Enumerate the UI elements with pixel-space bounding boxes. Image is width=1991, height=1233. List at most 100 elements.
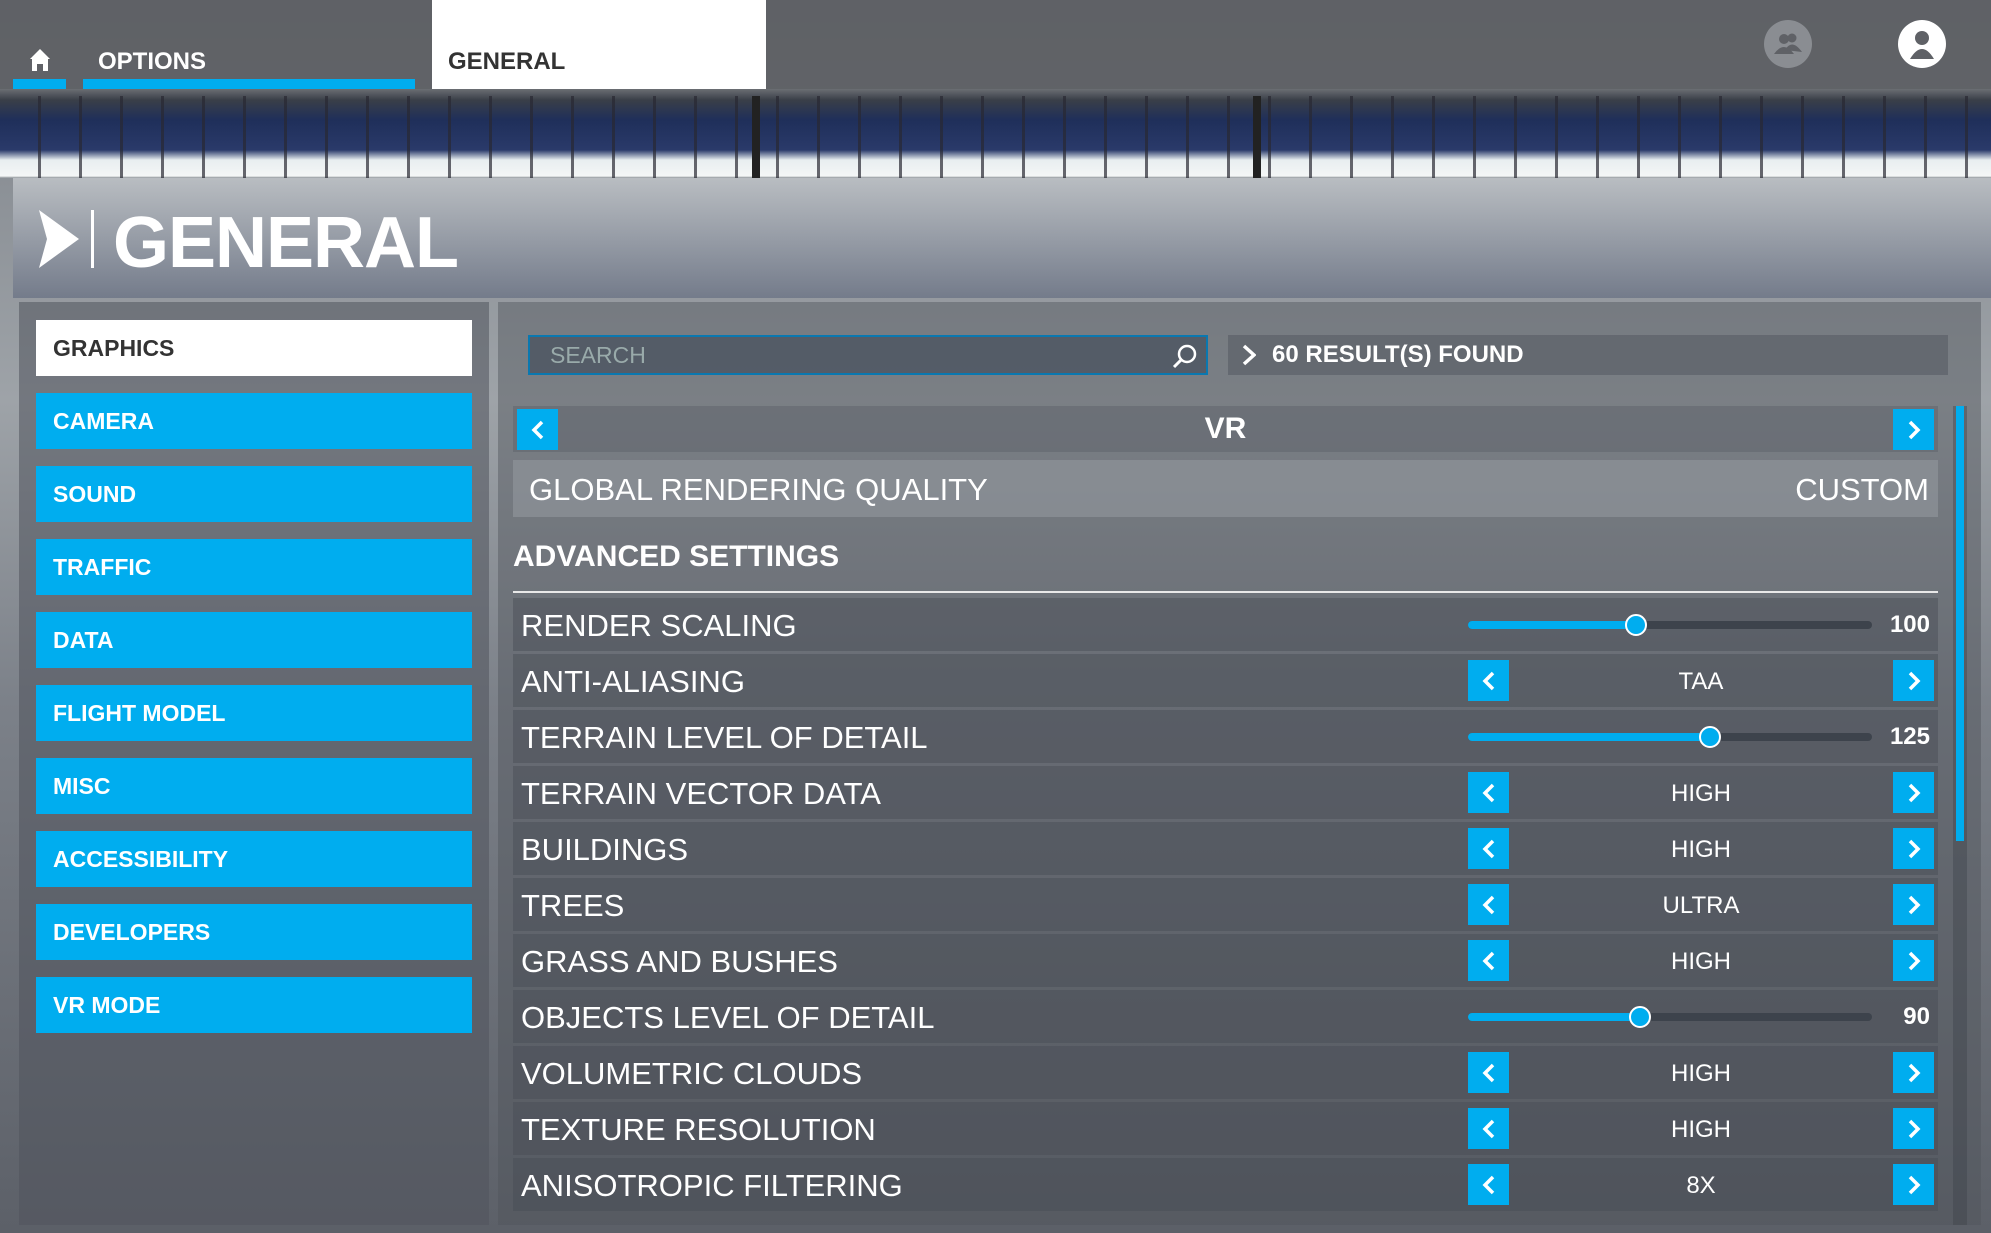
tab-general[interactable]: GENERAL	[432, 0, 766, 89]
results-text: 60 RESULT(S) FOUND	[1272, 341, 1524, 368]
setting-value: 90	[1903, 1003, 1930, 1030]
slider-thumb[interactable]	[1628, 1006, 1651, 1028]
setting-label: VOLUMETRIC CLOUDS	[521, 1056, 863, 1091]
chevron-left-icon	[531, 420, 543, 439]
tab-general-label: GENERAL	[448, 48, 566, 75]
slider-fill	[1468, 621, 1636, 629]
setting-prev-button[interactable]	[1468, 1108, 1509, 1149]
home-tab-indicator	[13, 79, 66, 89]
setting-label: TERRAIN LEVEL OF DETAIL	[521, 720, 928, 755]
setting-label: RENDER SCALING	[521, 608, 797, 643]
setting-slider[interactable]	[1468, 614, 1872, 636]
chevron-left-icon	[1482, 951, 1494, 970]
results-bar	[1228, 335, 1948, 375]
tab-options-label: OPTIONS	[98, 48, 207, 75]
setting-slider[interactable]	[1468, 1006, 1872, 1028]
setting-value: 125	[1889, 723, 1930, 750]
setting-prev-button[interactable]	[1468, 1164, 1509, 1205]
setting-row: TREES ULTRA	[513, 878, 1938, 931]
mode-next-button[interactable]	[1893, 409, 1934, 450]
chevron-right-icon	[1908, 1119, 1920, 1138]
chevron-left-icon	[1482, 1175, 1494, 1194]
setting-next-button[interactable]	[1893, 884, 1934, 925]
sidebar-item-flight-model[interactable]: FLIGHT MODEL	[36, 685, 472, 741]
setting-next-button[interactable]	[1893, 1108, 1934, 1149]
top-bar: OPTIONS GENERAL	[0, 0, 1991, 89]
slider-fill	[1468, 733, 1711, 741]
sidebar-item-misc[interactable]: MISC	[36, 758, 472, 814]
chevron-right-icon	[1908, 895, 1920, 914]
chevron-right-icon	[1908, 951, 1920, 970]
global-rendering-quality-row[interactable]: GLOBAL RENDERING QUALITY CUSTOM	[513, 460, 1938, 517]
slider-fill	[1468, 1013, 1640, 1021]
sidebar-item-vr-mode[interactable]: VR MODE	[36, 977, 472, 1033]
chevron-left-icon	[1482, 1063, 1494, 1082]
sidebar-item-traffic[interactable]: TRAFFIC	[36, 539, 472, 595]
setting-row: GRASS AND BUSHES HIGH	[513, 934, 1938, 987]
search-icon[interactable]	[1172, 343, 1198, 369]
chevron-left-icon	[1482, 839, 1494, 858]
setting-row: TERRAIN LEVEL OF DETAIL 125	[513, 710, 1938, 763]
setting-next-button[interactable]	[1893, 772, 1934, 813]
setting-next-button[interactable]	[1893, 1052, 1934, 1093]
chevron-right-icon	[1242, 344, 1256, 366]
setting-label: TERRAIN VECTOR DATA	[521, 776, 881, 811]
sidebar-item-accessibility[interactable]: ACCESSIBILITY	[36, 831, 472, 887]
chevron-right-icon	[1908, 783, 1920, 802]
setting-prev-button[interactable]	[1468, 660, 1509, 701]
slider-thumb[interactable]	[1624, 614, 1647, 636]
section-divider	[513, 591, 1938, 593]
setting-label: TREES	[521, 888, 625, 923]
setting-prev-button[interactable]	[1468, 884, 1509, 925]
settings-panel	[498, 302, 1981, 1225]
setting-next-button[interactable]	[1893, 828, 1934, 869]
mode-selector: VR	[513, 406, 1938, 452]
page-header: GENERAL	[13, 178, 1991, 298]
scrollbar-thumb[interactable]	[1956, 406, 1964, 841]
mode-value: VR	[1204, 412, 1247, 445]
chevron-right-icon	[1908, 1063, 1920, 1082]
setting-row: OBJECTS LEVEL OF DETAIL 90	[513, 990, 1938, 1043]
sidebar-item-camera[interactable]: CAMERA	[36, 393, 472, 449]
tab-options[interactable]: OPTIONS	[83, 0, 415, 89]
setting-next-button[interactable]	[1893, 660, 1934, 701]
setting-label: OBJECTS LEVEL OF DETAIL	[521, 1000, 935, 1035]
setting-row: ANISOTROPIC FILTERING 8X	[513, 1158, 1938, 1211]
setting-prev-button[interactable]	[1468, 828, 1509, 869]
page-title: GENERAL	[113, 203, 459, 283]
background-beam	[1253, 96, 1261, 178]
search-box[interactable]	[528, 335, 1208, 375]
sidebar-item-developers[interactable]: DEVELOPERS	[36, 904, 472, 960]
search-input[interactable]	[530, 337, 1150, 373]
mode-prev-button[interactable]	[517, 409, 558, 450]
sidebar-item-graphics[interactable]: GRAPHICS	[36, 320, 472, 376]
sidebar-item-sound[interactable]: SOUND	[36, 466, 472, 522]
tab-active-indicator	[83, 79, 415, 89]
friends-button[interactable]	[1764, 20, 1812, 68]
section-title: ADVANCED SETTINGS	[513, 540, 840, 573]
background-hangar	[0, 96, 1991, 178]
profile-button[interactable]	[1898, 20, 1946, 68]
setting-prev-button[interactable]	[1468, 772, 1509, 813]
setting-row: ANTI-ALIASING TAA	[513, 654, 1938, 707]
chevron-left-icon	[1482, 671, 1494, 690]
setting-row: VOLUMETRIC CLOUDS HIGH	[513, 1046, 1938, 1099]
setting-prev-button[interactable]	[1468, 1052, 1509, 1093]
chevron-right-icon	[1908, 839, 1920, 858]
results-count: 60 RESULT(S) FOUND	[1242, 341, 1524, 369]
setting-value: 100	[1889, 611, 1930, 638]
background-beam	[752, 96, 760, 178]
setting-next-button[interactable]	[1893, 1164, 1934, 1205]
setting-slider[interactable]	[1468, 726, 1872, 748]
friends-icon	[1774, 33, 1802, 54]
chevron-right-icon	[39, 210, 79, 268]
setting-row: TERRAIN VECTOR DATA HIGH	[513, 766, 1938, 819]
home-button[interactable]	[13, 0, 66, 89]
setting-prev-button[interactable]	[1468, 940, 1509, 981]
setting-row: RENDER SCALING 100	[513, 598, 1938, 651]
setting-label: ANTI-ALIASING	[521, 664, 745, 699]
user-profile-icon	[1910, 31, 1934, 59]
sidebar-item-data[interactable]: DATA	[36, 612, 472, 668]
slider-thumb[interactable]	[1699, 726, 1722, 748]
setting-next-button[interactable]	[1893, 940, 1934, 981]
